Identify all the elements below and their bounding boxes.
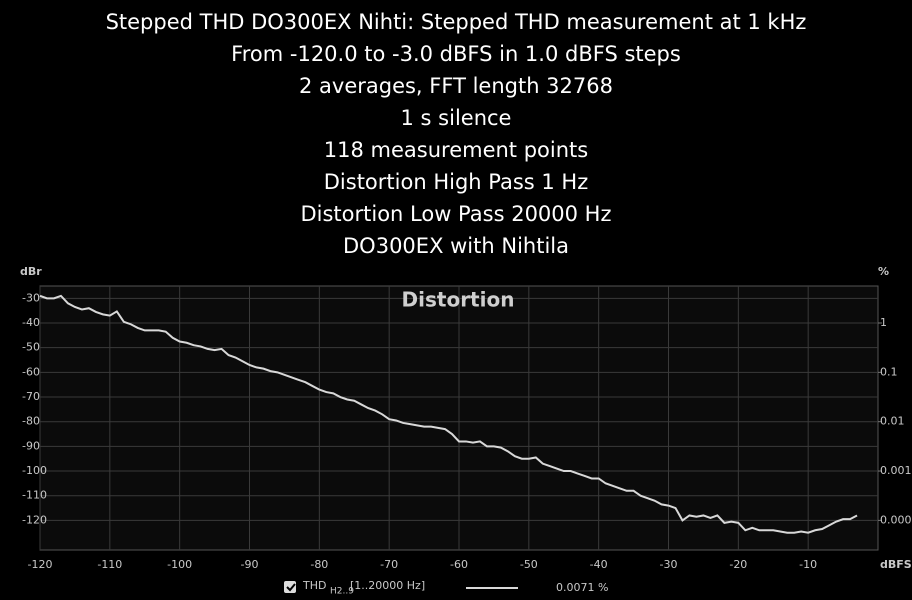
y2-tick-label: 0.0001 [880, 513, 912, 526]
grid [39, 286, 878, 550]
x-tick-label: -70 [380, 558, 398, 571]
x-tick-label: -60 [450, 558, 468, 571]
y-tick-label: -80 [22, 415, 40, 428]
x-tick-label: -40 [590, 558, 608, 571]
x-tick-label: -90 [241, 558, 259, 571]
legend-subscript: H2..9 [330, 587, 354, 597]
y-tick-label: -30 [22, 291, 40, 304]
header-line: 1 s silence [401, 106, 512, 130]
x-tick-label: -120 [28, 558, 53, 571]
x-tick-label: -10 [799, 558, 817, 571]
x-tick-label: -100 [167, 558, 192, 571]
legend-label: THD [302, 579, 326, 592]
y2-tick-label: 0.1 [880, 365, 898, 378]
y-tick-label: -70 [22, 390, 40, 403]
y-tick-label: -110 [22, 489, 47, 502]
header-line: From -120.0 to -3.0 dBFS in 1.0 dBFS ste… [231, 42, 681, 66]
checkmark [286, 583, 296, 592]
header-line: Stepped THD DO300EX Nihti: Stepped THD m… [106, 10, 807, 34]
header-line: Distortion Low Pass 20000 Hz [300, 202, 611, 226]
header-line: 118 measurement points [324, 138, 588, 162]
x-tick-label: -20 [729, 558, 747, 571]
x-tick-label: -110 [97, 558, 122, 571]
header-line: 2 averages, FFT length 32768 [299, 74, 613, 98]
header-line: DO300EX with Nihtila [343, 234, 569, 258]
y-tick-label: -40 [22, 316, 40, 329]
y2-tick-label: 0.001 [880, 464, 912, 477]
y-tick-label: -60 [22, 365, 40, 378]
header-line: Distortion High Pass 1 Hz [324, 170, 589, 194]
y2-tick-label: 0.01 [880, 415, 905, 428]
x-tick-label: -80 [310, 558, 328, 571]
y2-axis-label: % [878, 265, 889, 278]
plot-title: Distortion [402, 288, 515, 312]
x-tick-label: -30 [660, 558, 678, 571]
y2-tick-label: 1 [880, 316, 887, 329]
legend-readout: 0.0071 % [556, 581, 608, 594]
y-tick-label: -90 [22, 439, 40, 452]
y-tick-label: -50 [22, 341, 40, 354]
y-tick-label: -100 [22, 464, 47, 477]
y-axis-label: dBr [20, 265, 42, 278]
data-line [39, 294, 858, 534]
x-tick-label: -50 [520, 558, 538, 571]
legend-checkbox[interactable] [284, 581, 296, 593]
legend-range: [1..20000 Hz] [350, 579, 425, 592]
y-tick-label: -120 [22, 513, 47, 526]
x-axis-label: dBFS [880, 558, 912, 571]
